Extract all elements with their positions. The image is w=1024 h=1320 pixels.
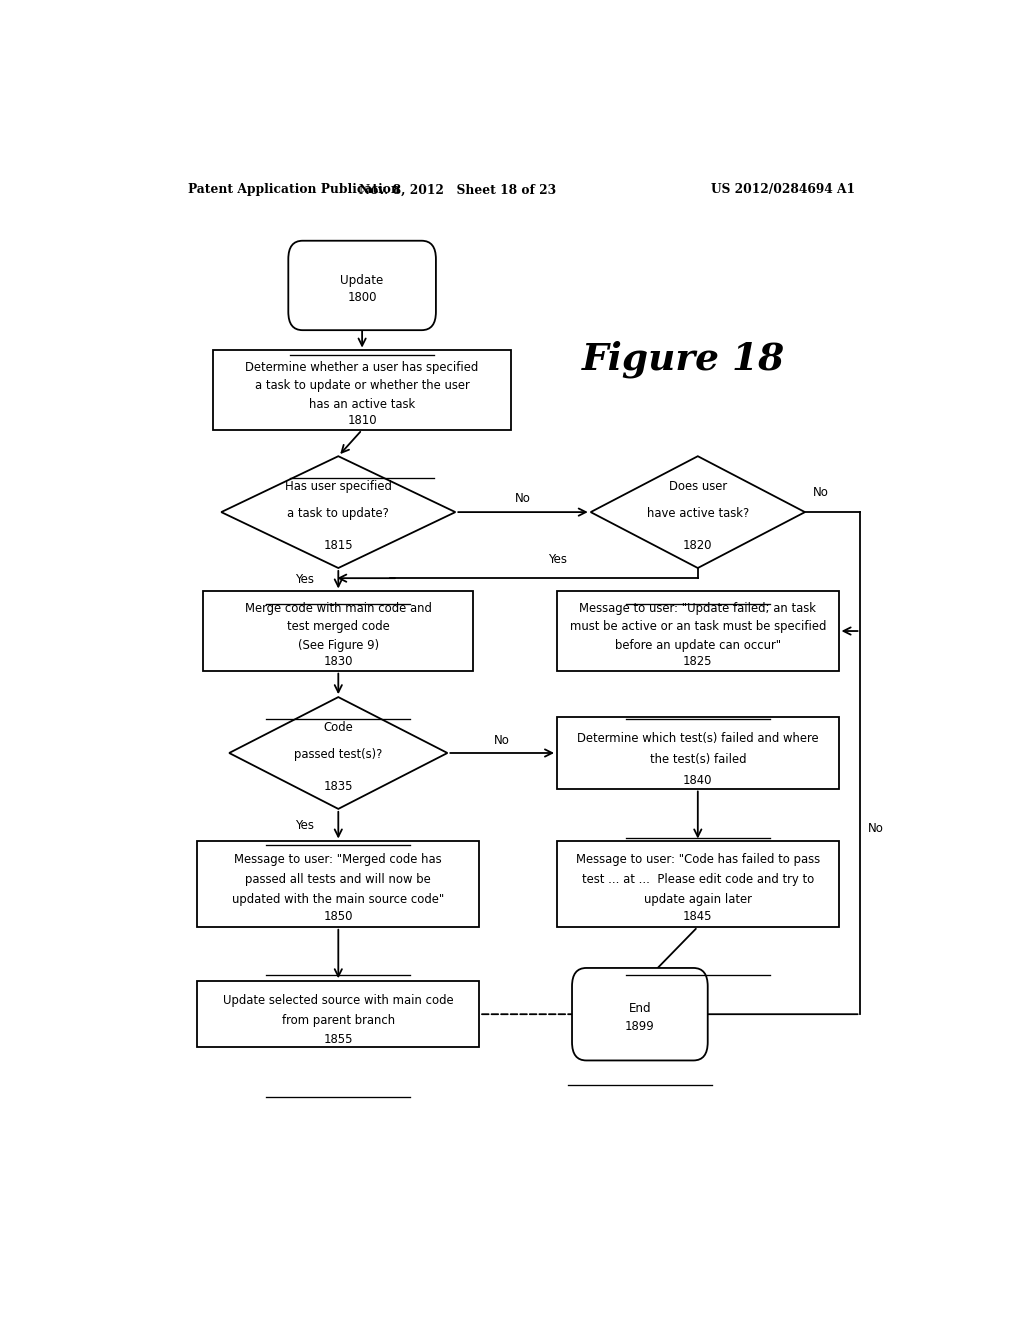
Text: Yes: Yes xyxy=(296,818,314,832)
Text: have active task?: have active task? xyxy=(647,507,749,520)
Text: Has user specified: Has user specified xyxy=(285,480,392,494)
FancyBboxPatch shape xyxy=(198,841,479,927)
FancyBboxPatch shape xyxy=(557,591,839,671)
Text: test ... at ...  Please edit code and try to: test ... at ... Please edit code and try… xyxy=(582,873,814,886)
Text: from parent branch: from parent branch xyxy=(282,1014,395,1027)
FancyBboxPatch shape xyxy=(204,591,473,671)
Text: 1899: 1899 xyxy=(625,1020,654,1034)
Text: updated with the main source code": updated with the main source code" xyxy=(232,892,444,906)
Text: must be active or an task must be specified: must be active or an task must be specif… xyxy=(569,620,826,634)
Text: 1855: 1855 xyxy=(324,1032,353,1045)
Text: Yes: Yes xyxy=(548,553,567,566)
Text: 1840: 1840 xyxy=(683,774,713,787)
Text: 1810: 1810 xyxy=(347,413,377,426)
Text: passed test(s)?: passed test(s)? xyxy=(294,747,382,760)
Polygon shape xyxy=(221,457,456,568)
Text: passed all tests and will now be: passed all tests and will now be xyxy=(246,873,431,886)
Text: Figure 18: Figure 18 xyxy=(582,341,785,379)
Text: Update: Update xyxy=(341,273,384,286)
Text: Merge code with main code and: Merge code with main code and xyxy=(245,602,432,615)
Text: before an update can occur": before an update can occur" xyxy=(614,639,781,652)
Text: Message to user: "Code has failed to pass: Message to user: "Code has failed to pas… xyxy=(575,853,820,866)
Text: Message to user: "Update failed; an task: Message to user: "Update failed; an task xyxy=(580,602,816,615)
FancyBboxPatch shape xyxy=(557,718,839,788)
Text: Update selected source with main code: Update selected source with main code xyxy=(223,994,454,1007)
Text: Determine whether a user has specified: Determine whether a user has specified xyxy=(246,360,479,374)
Text: No: No xyxy=(515,492,531,506)
Text: 1815: 1815 xyxy=(324,539,353,552)
Text: Does user: Does user xyxy=(669,480,727,494)
Text: Nov. 8, 2012   Sheet 18 of 23: Nov. 8, 2012 Sheet 18 of 23 xyxy=(358,183,556,197)
FancyBboxPatch shape xyxy=(198,981,479,1047)
Polygon shape xyxy=(591,457,805,568)
FancyBboxPatch shape xyxy=(557,841,839,927)
Text: the test(s) failed: the test(s) failed xyxy=(649,754,746,767)
Text: US 2012/0284694 A1: US 2012/0284694 A1 xyxy=(712,183,855,197)
Text: a task to update?: a task to update? xyxy=(288,507,389,520)
Text: Message to user: "Merged code has: Message to user: "Merged code has xyxy=(234,853,442,866)
Text: Yes: Yes xyxy=(296,573,314,586)
Text: has an active task: has an active task xyxy=(309,397,416,411)
Text: Patent Application Publication: Patent Application Publication xyxy=(187,183,399,197)
FancyBboxPatch shape xyxy=(213,351,511,430)
FancyBboxPatch shape xyxy=(289,240,436,330)
Polygon shape xyxy=(229,697,447,809)
Text: (See Figure 9): (See Figure 9) xyxy=(298,639,379,652)
FancyBboxPatch shape xyxy=(572,968,708,1060)
Text: 1830: 1830 xyxy=(324,655,353,668)
Text: update again later: update again later xyxy=(644,892,752,906)
Text: No: No xyxy=(495,734,510,747)
Text: 1800: 1800 xyxy=(347,290,377,304)
Text: test merged code: test merged code xyxy=(287,620,390,634)
Text: 1850: 1850 xyxy=(324,909,353,923)
Text: a task to update or whether the user: a task to update or whether the user xyxy=(255,379,469,392)
Text: No: No xyxy=(813,486,828,499)
Text: 1835: 1835 xyxy=(324,780,353,793)
Text: Determine which test(s) failed and where: Determine which test(s) failed and where xyxy=(577,731,818,744)
Text: 1825: 1825 xyxy=(683,655,713,668)
Text: No: No xyxy=(867,822,884,836)
Text: 1845: 1845 xyxy=(683,909,713,923)
Text: Code: Code xyxy=(324,721,353,734)
Text: 1820: 1820 xyxy=(683,539,713,552)
Text: End: End xyxy=(629,1002,651,1015)
